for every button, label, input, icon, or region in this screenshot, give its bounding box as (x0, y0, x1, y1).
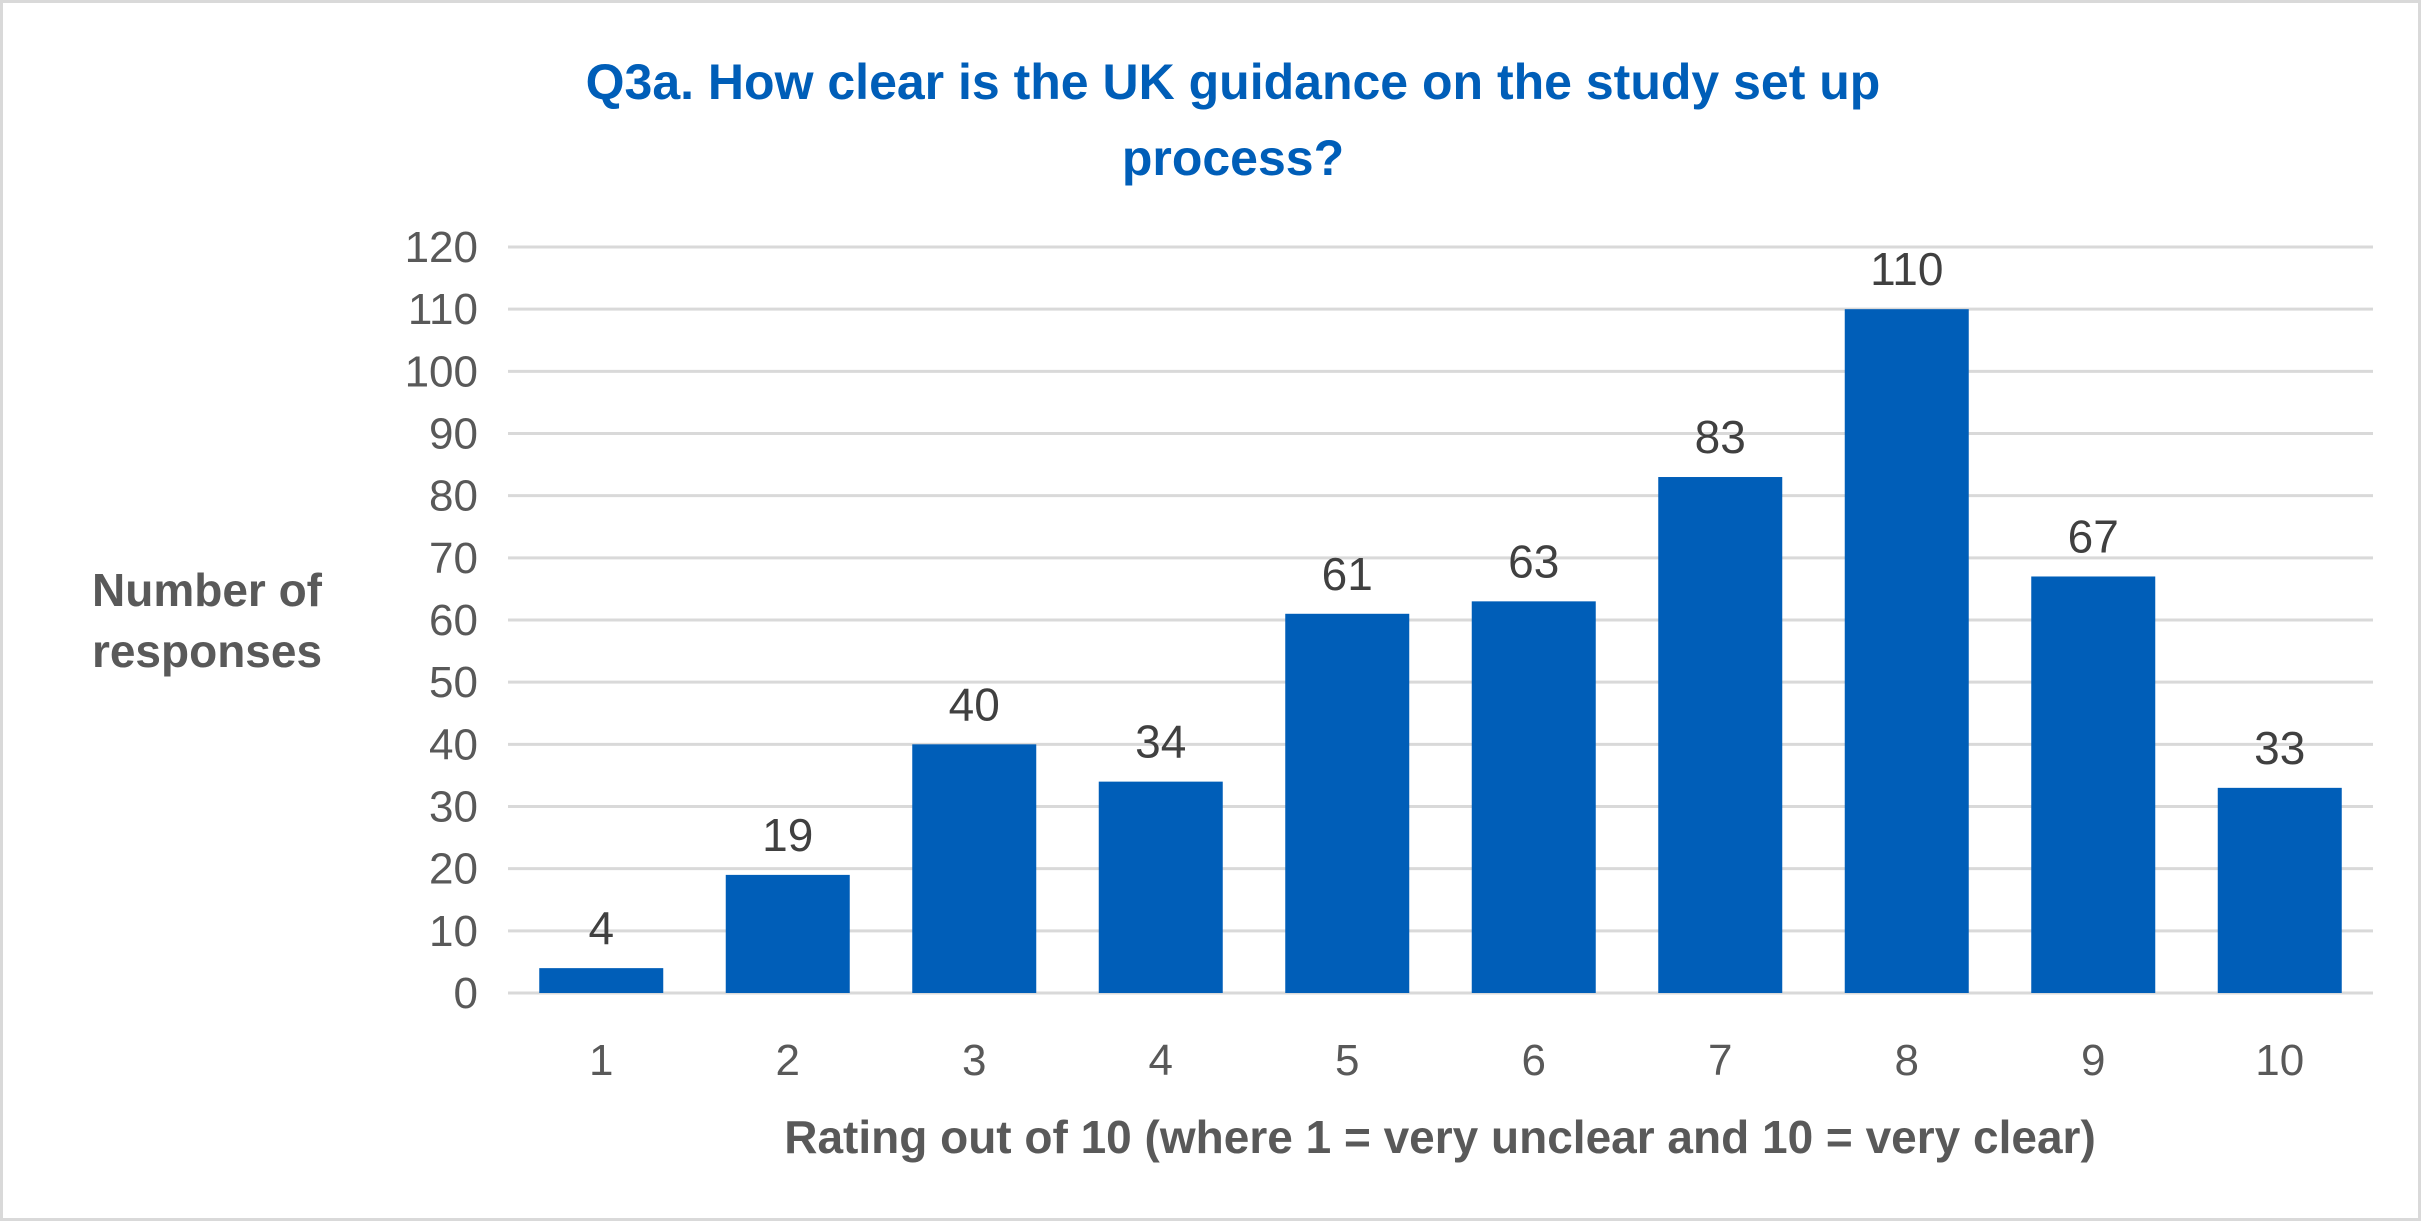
y-tick-label: 20 (429, 845, 478, 894)
data-label: 63 (1508, 535, 1559, 587)
data-label: 67 (2068, 510, 2119, 562)
x-tick-label: 3 (962, 1036, 986, 1085)
bar (725, 874, 850, 993)
bar (2031, 576, 2156, 993)
x-tick-label: 4 (1149, 1036, 1173, 1085)
chart-svg: Q3a. How clear is the UK guidance on the… (92, 54, 2373, 1163)
y-tick-label: 100 (405, 347, 478, 396)
bar (1098, 781, 1223, 993)
bars: 4 1 19 2 40 3 34 4 61 5 63 6 83 7 110 8 67 9 33 10 (539, 243, 2342, 1085)
x-tick-label: 10 (2255, 1036, 2304, 1085)
data-label: 40 (949, 678, 1000, 730)
x-tick-label: 2 (776, 1036, 800, 1085)
y-tick-label: 10 (429, 907, 478, 956)
chart-title-line-1: Q3a. How clear is the UK guidance on the… (586, 54, 1881, 110)
bar (1844, 309, 1969, 994)
data-label: 4 (588, 902, 614, 954)
bar (539, 968, 664, 993)
chart-title-line-2: process? (1122, 130, 1344, 186)
bar (2217, 787, 2342, 993)
y-tick-label: 60 (429, 596, 478, 645)
x-tick-label: 6 (1522, 1036, 1546, 1085)
y-tick-label: 80 (429, 472, 478, 521)
y-tick-label: 0 (454, 969, 478, 1018)
data-label: 34 (1135, 716, 1186, 768)
x-tick-label: 1 (589, 1036, 613, 1085)
x-tick-label: 7 (1708, 1036, 1732, 1085)
data-label: 19 (762, 809, 813, 861)
x-tick-label: 9 (2081, 1036, 2105, 1085)
data-label: 61 (1322, 548, 1373, 600)
y-tick-label: 30 (429, 783, 478, 832)
bar (1658, 477, 1783, 993)
y-tick-label: 90 (429, 410, 478, 459)
bar (1285, 613, 1410, 993)
y-tick-label: 50 (429, 658, 478, 707)
bar (1471, 601, 1596, 993)
y-axis-title-line-2: responses (92, 625, 322, 677)
x-tick-label: 8 (1895, 1036, 1919, 1085)
data-label: 33 (2254, 722, 2305, 774)
bar (912, 744, 1037, 993)
y-tick-label: 110 (408, 285, 478, 334)
x-axis-title: Rating out of 10 (where 1 = very unclear… (784, 1111, 2096, 1163)
y-tick-label: 40 (429, 720, 478, 769)
x-tick-label: 5 (1335, 1036, 1359, 1085)
y-axis-title-line-1: Number of (92, 564, 323, 616)
y-tick-label: 70 (429, 534, 478, 583)
data-label: 83 (1695, 411, 1746, 463)
y-tick-label: 120 (405, 223, 478, 272)
data-label: 110 (1870, 243, 1943, 295)
gridlines: 0 10 20 30 40 50 60 70 80 90 100 110 120 (405, 223, 2373, 1018)
